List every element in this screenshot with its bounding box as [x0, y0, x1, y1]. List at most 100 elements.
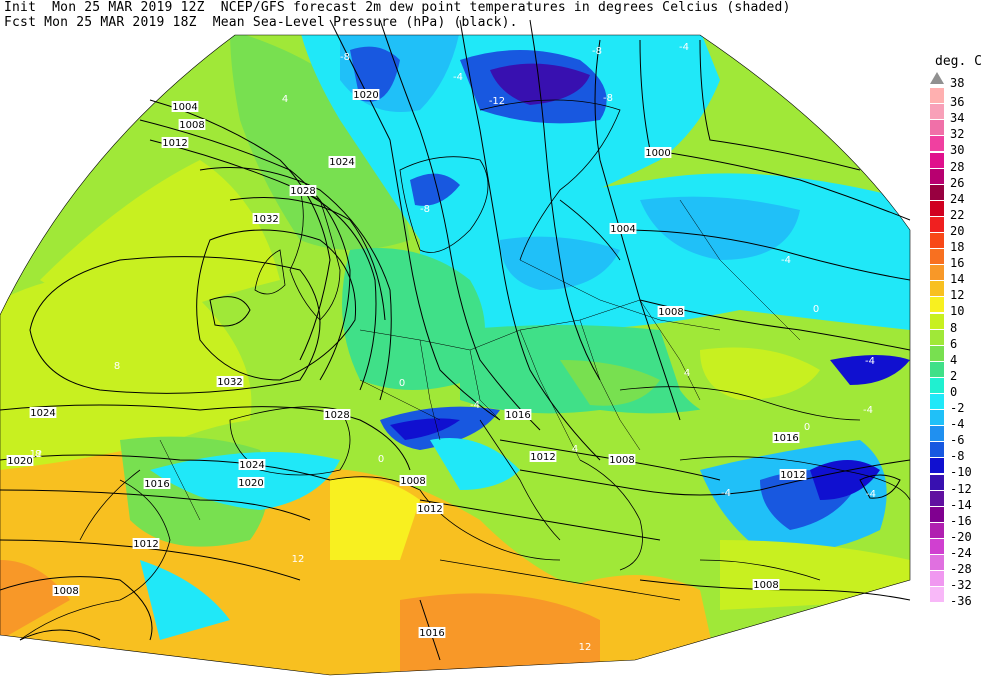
legend-swatch: [930, 506, 944, 522]
isobar-label-bg: [6, 455, 34, 466]
isobar-label-bg: [399, 475, 427, 486]
legend-swatch: [930, 184, 944, 200]
isobar-label: 1008: [179, 120, 204, 131]
legend-label: -2: [950, 401, 965, 415]
map-title-forecast: Fcst Mon 25 MAR 2019 18Z Mean Sea-Level …: [4, 15, 518, 30]
dewpoint-label: 0: [804, 422, 810, 433]
isobar-label-bg: [779, 469, 807, 480]
isobar-label-bg: [352, 89, 380, 100]
legend-label: 22: [950, 207, 965, 222]
legend-label: 18: [950, 240, 965, 254]
dewpoint-label: 0: [813, 304, 819, 315]
legend-label: 4: [950, 352, 958, 367]
isobar-label-bg: [178, 119, 206, 130]
legend-label: 28: [950, 159, 965, 174]
legend-swatch: [930, 329, 944, 345]
isobar-label-bg: [52, 585, 80, 596]
legend-swatch: [930, 442, 944, 458]
country-borders: [159, 199, 801, 521]
isobar-label-bg: [418, 627, 446, 638]
isobar-label: 1020: [7, 456, 32, 467]
dewpoint-label: -8: [340, 52, 350, 63]
legend-label: -16: [950, 513, 972, 528]
dewpoint-label: -4: [866, 489, 876, 500]
isobar-label-bg: [171, 101, 199, 112]
isobar-label: 1004: [172, 102, 197, 113]
dewpoint-label: 4: [684, 368, 690, 379]
map-frame: [0, 34, 911, 676]
legend-swatch: [930, 216, 944, 232]
legend-label: -20: [950, 529, 972, 544]
legend-label: 24: [950, 191, 965, 206]
legend-swatch: [930, 200, 944, 216]
isobar-label: 1008: [400, 476, 425, 487]
isobars: [0, 19, 911, 661]
legend-label: 38: [950, 76, 965, 90]
legend-swatch: [930, 458, 944, 474]
legend-label: 30: [950, 143, 965, 158]
dewpoint-label: -4: [721, 488, 731, 499]
legend-swatch: [930, 538, 944, 554]
legend-unit: deg. C: [935, 54, 982, 69]
isobar-label-bg: [529, 451, 557, 462]
dewpoint-label: 0: [378, 454, 384, 465]
isobar-label-bg: [608, 454, 636, 465]
isobar-label-bg: [416, 503, 444, 514]
isobar-label: 1008: [753, 580, 778, 591]
isobar-label: 1032: [217, 377, 242, 388]
legend-label: -4: [950, 417, 965, 432]
legend-label: -36: [950, 594, 972, 609]
legend-label: 20: [950, 223, 965, 238]
dewpoint-label: -4: [781, 255, 791, 266]
dewpoint-label: -8: [592, 46, 602, 57]
legend-label: 2: [950, 368, 958, 383]
isobar-label-bg: [29, 407, 57, 418]
isobar-label-bg: [143, 478, 171, 489]
isobar-label: 1012: [530, 452, 555, 463]
legend-swatch: [930, 474, 944, 490]
legend-swatch: [930, 426, 944, 442]
legend-swatch: [930, 571, 944, 587]
legend-swatch: [930, 152, 944, 168]
legend-swatch: [930, 394, 944, 409]
dewpoint-label: 4: [282, 94, 288, 105]
isobar-label-bg: [238, 459, 266, 470]
isobar-label-bg: [252, 213, 280, 224]
legend-swatch: [930, 410, 944, 426]
isobar-label: 1028: [290, 186, 315, 197]
isobar-label: 1024: [239, 460, 264, 471]
isobar-label: 1028: [324, 410, 349, 421]
legend-swatch: [930, 361, 944, 377]
dewpoint-label: -12: [489, 96, 505, 107]
legend-label: 10: [950, 304, 965, 319]
legend-swatch: [930, 136, 944, 152]
legend-label: -24: [950, 545, 972, 560]
legend-swatch: [930, 313, 944, 329]
isobar-label-bg: [328, 156, 356, 167]
legend-swatch: [930, 265, 944, 281]
dewpoint-label: 0: [399, 378, 405, 389]
legend-label: -28: [950, 562, 972, 576]
legend-label: 26: [950, 175, 965, 190]
dewpoint-label: 8: [114, 361, 120, 372]
legend-top-arrow: [930, 72, 944, 84]
dewpoint-label: 12: [30, 449, 43, 460]
legend-label: 6: [950, 336, 958, 351]
isobar-label-bg: [237, 477, 265, 488]
isobar-label-bg: [772, 432, 800, 443]
legend-swatch: [930, 522, 944, 538]
legend-label: 12: [950, 288, 965, 303]
isobar-label-bg: [161, 137, 189, 148]
legend-label: 16: [950, 256, 965, 271]
isobar-label: 1008: [658, 307, 683, 318]
dewpoint-label: 12: [579, 642, 592, 653]
isobar-label-bg: [609, 223, 637, 234]
isobar-label: 1012: [417, 504, 442, 515]
isobar-label: 1000: [645, 148, 670, 159]
isobar-label: 1004: [610, 224, 635, 235]
isobar-label: 1016: [419, 628, 444, 639]
dewpoint-label: -4: [863, 405, 873, 416]
isobar-label-bg: [132, 538, 160, 549]
isobar-label: 1012: [780, 470, 805, 481]
